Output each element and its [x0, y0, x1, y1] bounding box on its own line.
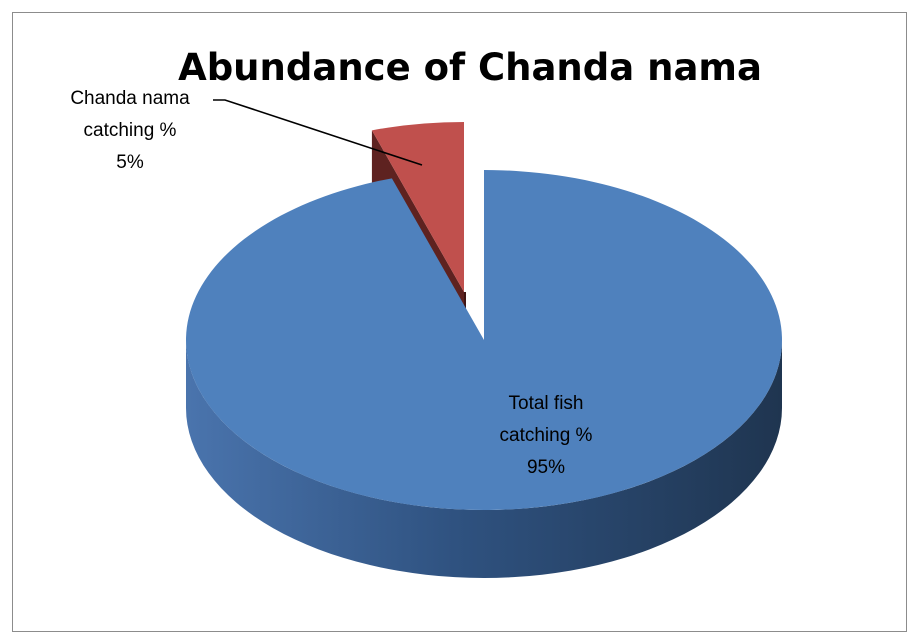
- pie-slice-total-fish-side: [186, 340, 782, 578]
- pie-slice-total-fish: [186, 170, 783, 510]
- data-label-chanda-nama: Chanda nama catching % 5%: [70, 88, 190, 173]
- chart-title: Abundance of Chanda nama: [178, 46, 762, 89]
- label-group: Total fish catching % 95% Chanda nama catchi…: [70, 88, 592, 478]
- leader-line-chanda-nama: [213, 99, 423, 166]
- data-label-total-fish: Total fish catching % 95%: [500, 393, 593, 478]
- pie-group: [186, 122, 783, 578]
- pie-slice-chanda-nama: [371, 122, 464, 292]
